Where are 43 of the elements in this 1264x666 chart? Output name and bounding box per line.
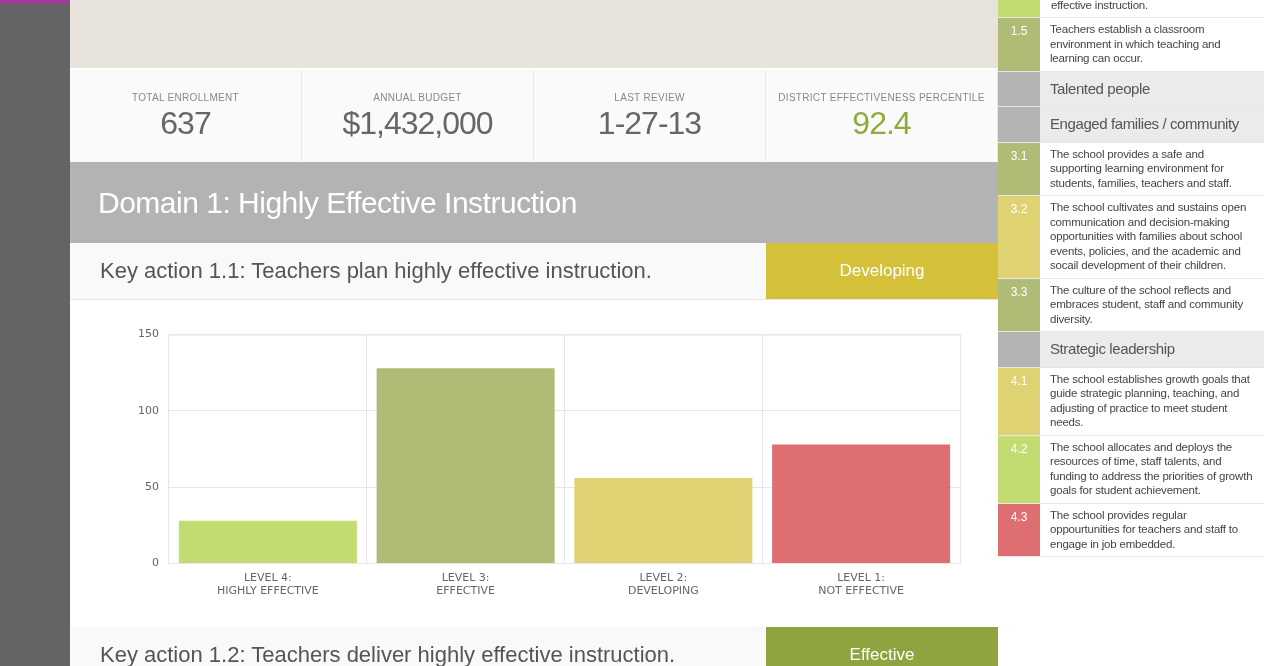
x-tick-label: LEVEL 3: EFFECTIVE bbox=[436, 571, 495, 598]
text: 1-27-13 bbox=[596, 105, 703, 142]
text: 92.4 bbox=[851, 105, 912, 142]
text: effective instruction. bbox=[1050, 0, 1150, 13]
category-label: 3.2 bbox=[998, 196, 1040, 278]
y-tick-label: 100 bbox=[138, 403, 159, 417]
chart-subtitle: Key action 1.1: Teachers plan highly effective instruction. bbox=[100, 257, 652, 285]
y-tick-label: 50 bbox=[145, 480, 159, 494]
category-label: 4.3 bbox=[998, 503, 1040, 556]
text: Developing bbox=[766, 243, 998, 299]
text: Engaged families / community bbox=[1040, 107, 1264, 142]
text: Strategic leadership bbox=[1040, 332, 1264, 367]
category-label: 1.5 bbox=[998, 18, 1040, 71]
x-tick-label: LEVEL 1: NOT EFFECTIVE bbox=[818, 571, 905, 598]
bar bbox=[574, 478, 753, 564]
y-tick-label: 150 bbox=[138, 327, 159, 341]
x-tick-label: LEVEL 4: HIGHLY EFFECTIVE bbox=[216, 571, 319, 598]
text: The school establishes growth goals that guide strategic planning, teaching, and adjusting of practice to meet student needs. bbox=[1049, 371, 1251, 430]
category-label: LAST REVIEW bbox=[613, 92, 686, 103]
category-label: ANNUAL BUDGET bbox=[372, 92, 463, 103]
chart-title: Domain 1: Highly Effective Instruction bbox=[70, 162, 998, 243]
x-tick-label: LEVEL 2: DEVELOPING bbox=[627, 571, 699, 598]
text: The school provides a safe and supporting learning environment for students, families, teachers and staff. bbox=[1049, 146, 1233, 191]
y-tick-label: 0 bbox=[152, 556, 159, 570]
category-label: DISTRICT EFFECTIVENESS PERCENTILE bbox=[777, 92, 986, 103]
text: Effective bbox=[766, 627, 998, 666]
category-label: 4.2 bbox=[998, 435, 1040, 503]
bar bbox=[178, 520, 357, 564]
text: Teachers establish a classroom environment in which teaching and learning can occur. bbox=[1049, 22, 1222, 66]
text: $1,432,000 bbox=[341, 105, 494, 142]
category-label: 3.3 bbox=[998, 278, 1040, 331]
category-label: TOTAL ENROLLMENT bbox=[131, 92, 240, 103]
text: Key action 1.2: Teachers deliver highly effective instruction. bbox=[100, 641, 676, 666]
text: 637 bbox=[159, 105, 212, 142]
text: The school allocates and deploys the resources of time, staff talents, and funding to address the priorities of growth goals for student achievement. bbox=[1049, 439, 1254, 498]
text: The culture of the school reflects and embraces student, staff and community diversity. bbox=[1049, 282, 1245, 327]
bar bbox=[772, 444, 951, 564]
text: The school provides regular oppourtunities for teachers and staff to engage in job embedded. bbox=[1049, 507, 1240, 552]
category-label: 4.1 bbox=[998, 367, 1040, 435]
category-label: 3.1 bbox=[998, 142, 1040, 195]
text: Talented people bbox=[1040, 71, 1264, 106]
text: The school cultivates and sustains open communication and decision-making opportunities with families about school events, policies, and the academic and socail development of their children. bbox=[1049, 200, 1248, 273]
bar bbox=[376, 368, 555, 564]
